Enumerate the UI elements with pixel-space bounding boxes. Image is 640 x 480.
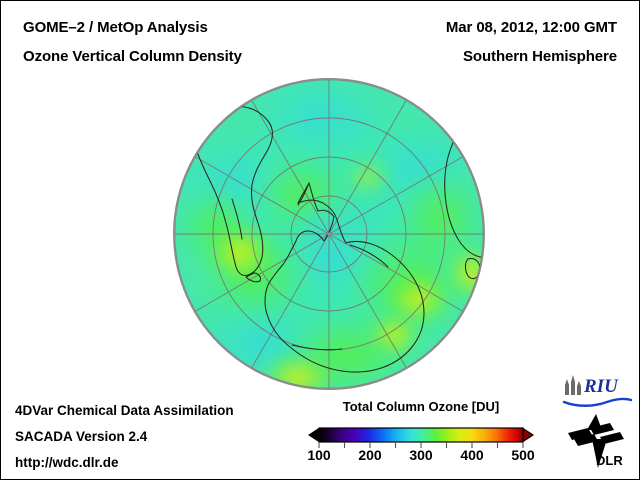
colorbar-min-extend-arrow: [308, 427, 320, 443]
ozone-globe-map: [172, 77, 486, 391]
riu-skyline-icon: [565, 375, 581, 395]
riu-wordmark: RIU: [583, 376, 619, 397]
colorbar-tick-label: 300: [409, 447, 433, 463]
coastline-africa: [444, 112, 484, 258]
colorbar-max-extend-arrow: [522, 427, 534, 443]
coastline-south-america: [189, 106, 273, 277]
coastline-antarctic-peninsula: [297, 182, 310, 206]
coastline-new-zealand: [223, 370, 253, 380]
coastline-antarctica: [264, 182, 425, 373]
source-url-label: http://wdc.dlr.de: [15, 455, 119, 470]
colorbar-tick-label: 500: [511, 447, 535, 463]
riu-logo: RIU: [562, 375, 633, 407]
coastline-ross-ice-shelf: [291, 344, 343, 351]
colorbar-tick-label: 100: [307, 447, 331, 463]
observation-datetime: Mar 08, 2012, 12:00 GMT: [445, 19, 617, 36]
ozone-field-layer: [174, 79, 484, 389]
globe-svg: [173, 78, 485, 390]
south-pole-marker: [327, 232, 331, 236]
page-title-product: Ozone Vertical Column Density: [23, 48, 242, 65]
colorbar-title: Total Column Ozone [DU]: [342, 399, 500, 414]
colorbar-scale: [308, 427, 534, 448]
colorbar-tick-label: 200: [358, 447, 382, 463]
method-label: 4DVar Chemical Data Assimilation: [15, 403, 234, 418]
colorbar-tick-label: 400: [460, 447, 484, 463]
dlr-logo: DLR: [568, 414, 624, 468]
coastline-ronne-ice-shelf: [349, 244, 389, 268]
coastline-andes-detail: [231, 198, 243, 240]
hemisphere-label: Southern Hemisphere: [463, 48, 617, 65]
colorbar-ticks: [318, 442, 524, 448]
page-title-instrument: GOME–2 / MetOp Analysis: [23, 19, 208, 36]
colorbar-gradient: [318, 427, 524, 443]
dlr-wordmark: DLR: [596, 453, 623, 468]
colorbar: Total Column Ozone [DU] 100 200 300 400 500: [301, 399, 541, 477]
dlr-mark-icon: [568, 414, 624, 468]
coastline-tierra-del-fuego: [245, 272, 262, 283]
riu-wave-icon: [562, 397, 633, 407]
colorbar-tick-labels: 100 200 300 400 500: [301, 447, 541, 469]
coastlines: [189, 106, 484, 389]
globe-limb: [173, 78, 485, 390]
coastline-madagascar: [464, 258, 481, 280]
version-label: SACADA Version 2.4: [15, 429, 148, 444]
